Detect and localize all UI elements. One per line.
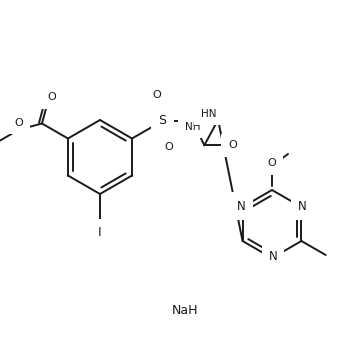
Text: O: O (228, 140, 237, 150)
Text: HN: HN (201, 109, 216, 119)
Text: O: O (47, 92, 56, 102)
Text: N: N (298, 200, 307, 213)
Text: N: N (237, 200, 246, 213)
Text: N: N (269, 251, 278, 264)
Text: O: O (15, 118, 23, 128)
Text: O: O (152, 90, 161, 100)
Text: O: O (164, 142, 173, 152)
Text: I: I (98, 226, 102, 239)
Text: S: S (158, 114, 166, 127)
Text: O: O (268, 158, 276, 168)
Text: NaH: NaH (172, 303, 198, 316)
Text: NH: NH (184, 122, 200, 132)
